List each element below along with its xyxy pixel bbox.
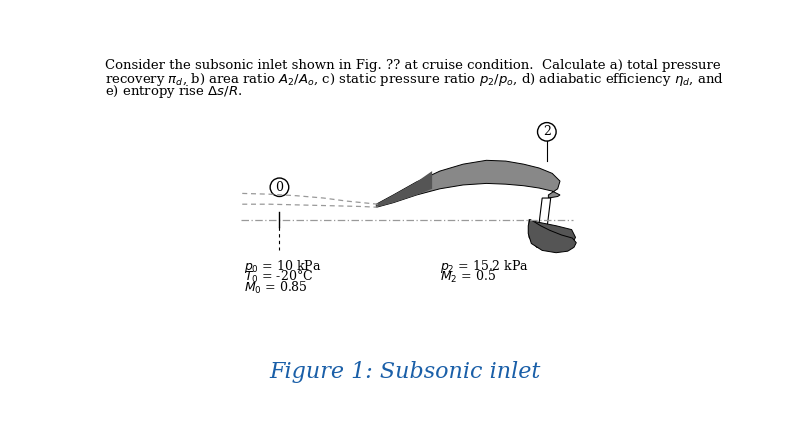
Text: $M_0$ = 0.85: $M_0$ = 0.85 (244, 280, 307, 296)
Text: $T_0$ = -20°C: $T_0$ = -20°C (244, 269, 313, 285)
Text: $p_0$ = 10 kPa: $p_0$ = 10 kPa (244, 258, 321, 275)
Text: recovery $\pi_d$, b) area ratio $A_2/A_o$, c) static pressure ratio $p_2/p_o$, d: recovery $\pi_d$, b) area ratio $A_2/A_o… (105, 71, 724, 88)
Text: 0: 0 (275, 181, 283, 194)
Text: Figure 1: Subsonic inlet: Figure 1: Subsonic inlet (269, 361, 541, 383)
Polygon shape (377, 171, 432, 207)
Text: $p_2$ = 15.2 kPa: $p_2$ = 15.2 kPa (440, 258, 528, 275)
Text: $M_2$ = 0.5: $M_2$ = 0.5 (440, 269, 496, 285)
Polygon shape (539, 198, 551, 230)
Polygon shape (529, 220, 576, 250)
Text: Consider the subsonic inlet shown in Fig. ?? at cruise condition.  Calculate a) : Consider the subsonic inlet shown in Fig… (105, 59, 721, 72)
Polygon shape (377, 160, 560, 207)
Text: 2: 2 (543, 125, 551, 139)
Text: e) entropy rise $\Delta s/R$.: e) entropy rise $\Delta s/R$. (105, 83, 242, 99)
Polygon shape (528, 220, 577, 253)
